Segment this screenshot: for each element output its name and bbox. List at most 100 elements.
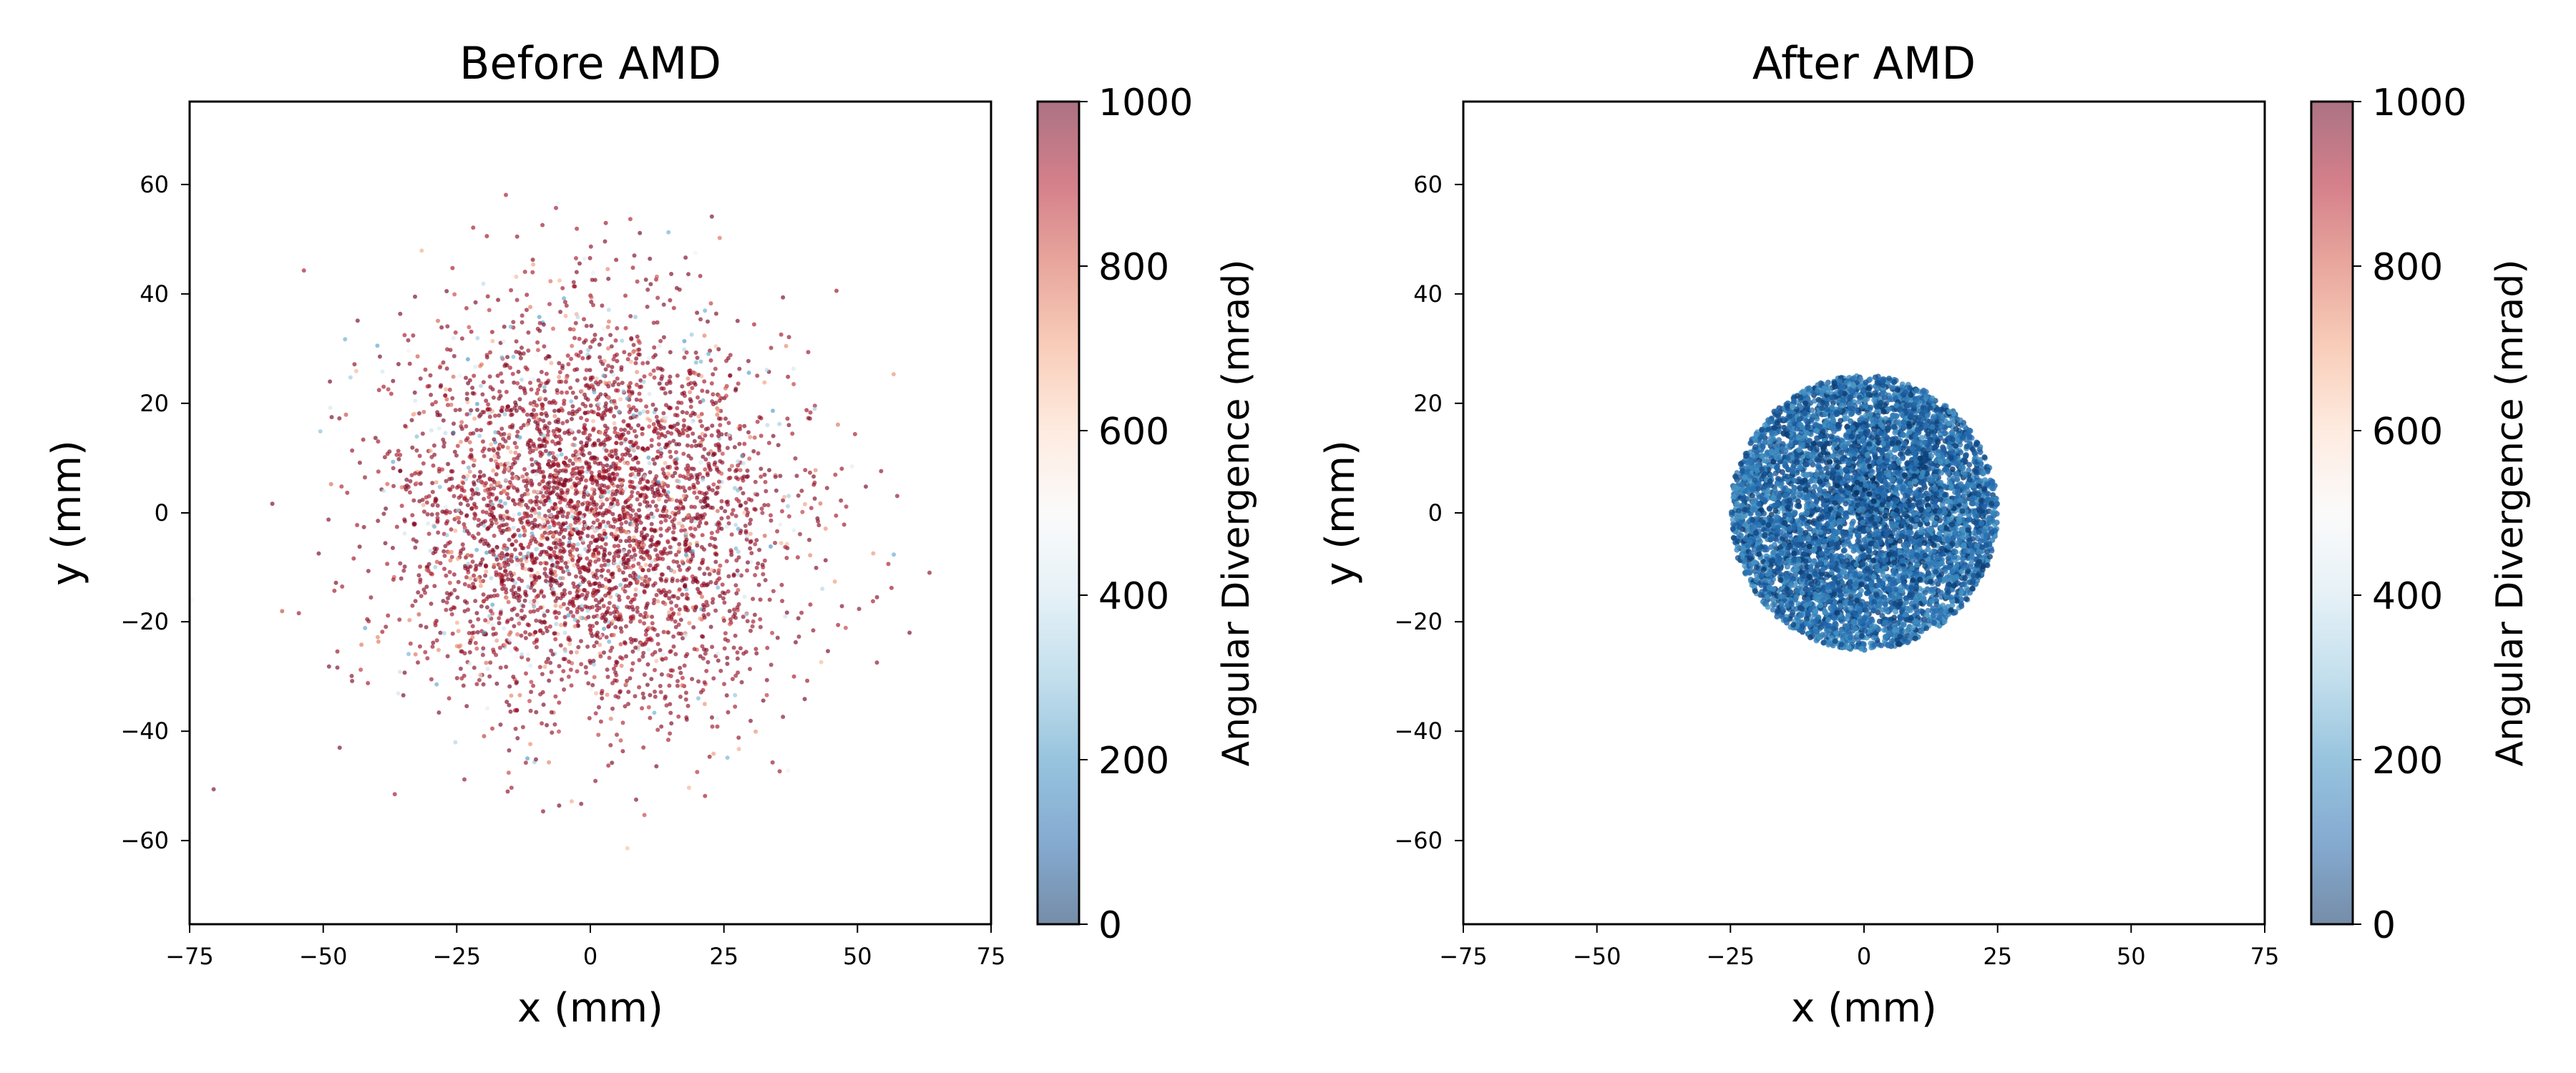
- scatter-point: [752, 506, 757, 511]
- scatter-point: [834, 288, 839, 293]
- scatter-point: [497, 621, 502, 626]
- scatter-point: [487, 308, 492, 313]
- scatter-point: [637, 508, 641, 513]
- scatter-point: [784, 556, 789, 560]
- scatter-point: [528, 663, 533, 668]
- scatter-point: [493, 459, 498, 464]
- scatter-point: [509, 554, 514, 559]
- scatter-point: [620, 507, 625, 512]
- scatter-point: [548, 583, 553, 588]
- scatter-point: [803, 501, 807, 506]
- scatter-point: [450, 631, 455, 636]
- scatter-point: [640, 654, 645, 659]
- scatter-point: [627, 549, 632, 554]
- scatter-point: [769, 518, 774, 523]
- scatter-point: [651, 422, 656, 426]
- scatter-point: [543, 397, 548, 402]
- scatter-point: [751, 597, 756, 602]
- scatter-point: [553, 472, 558, 477]
- scatter-point: [653, 667, 657, 672]
- scatter-point: [687, 566, 691, 571]
- scatter-point: [733, 469, 738, 474]
- scatter-point: [677, 587, 682, 592]
- scatter-point: [609, 449, 614, 454]
- scatter-point: [535, 571, 540, 576]
- scatter-point: [698, 273, 703, 278]
- scatter-point: [507, 424, 512, 429]
- scatter-point: [605, 497, 610, 502]
- scatter-point: [738, 504, 743, 509]
- scatter-point: [754, 538, 759, 543]
- scatter-point: [519, 520, 524, 525]
- scatter-point: [606, 520, 610, 525]
- scatter-point: [418, 376, 423, 381]
- scatter-point: [600, 494, 605, 499]
- scatter-point: [660, 485, 665, 490]
- scatter-point: [700, 388, 705, 393]
- scatter-point: [483, 618, 488, 623]
- scatter-point: [603, 429, 608, 433]
- scatter-point: [638, 480, 643, 485]
- scatter-point: [607, 472, 612, 477]
- scatter-point: [726, 433, 731, 437]
- scatter-point: [647, 461, 652, 466]
- scatter-point: [592, 509, 596, 514]
- scatter-point: [716, 428, 721, 433]
- scatter-point: [625, 504, 630, 509]
- scatter-point: [544, 490, 549, 495]
- scatter-point: [445, 403, 450, 408]
- scatter-point: [487, 512, 492, 517]
- scatter-point: [491, 395, 496, 400]
- scatter-point: [473, 640, 478, 645]
- scatter-point: [603, 577, 608, 582]
- scatter-point: [572, 284, 577, 289]
- scatter-point: [542, 388, 547, 393]
- scatter-point: [718, 459, 723, 464]
- scatter-point: [692, 490, 697, 495]
- scatter-point: [800, 509, 805, 514]
- scatter-point: [514, 647, 519, 652]
- scatter-point: [384, 506, 389, 511]
- scatter-point: [326, 664, 331, 669]
- scatter-point: [519, 579, 525, 583]
- scatter-point: [646, 506, 651, 511]
- scatter-point: [489, 521, 494, 526]
- scatter-point: [467, 661, 472, 666]
- scatter-point: [686, 546, 691, 551]
- scatter-point: [722, 591, 727, 596]
- scatter-point: [595, 634, 600, 639]
- scatter-point: [685, 428, 689, 433]
- scatter-point: [695, 770, 700, 775]
- scatter-point: [485, 526, 490, 531]
- scatter-point: [613, 694, 618, 699]
- scatter-point: [520, 474, 525, 479]
- scatter-point: [596, 438, 601, 443]
- scatter-point: [666, 630, 670, 635]
- scatter-point: [665, 539, 670, 544]
- scatter-point: [487, 674, 492, 679]
- scatter-point: [621, 388, 626, 393]
- scatter-point: [526, 584, 531, 589]
- scatter-point: [366, 569, 371, 574]
- scatter-point: [529, 555, 534, 559]
- scatter-point: [494, 557, 499, 562]
- scatter-point: [558, 604, 563, 609]
- scatter-point: [418, 481, 423, 486]
- scatter-point: [428, 549, 433, 553]
- scatter-point: [693, 371, 698, 376]
- scatter-point: [488, 385, 493, 390]
- scatter-point: [534, 446, 539, 451]
- scatter-point: [664, 514, 669, 519]
- scatter-point: [465, 357, 470, 362]
- scatter-point: [498, 722, 503, 727]
- scatter-point: [444, 573, 449, 578]
- scatter-point: [534, 618, 539, 623]
- scatter-point: [491, 468, 496, 473]
- scatter-point: [601, 467, 606, 472]
- scatter-point: [472, 416, 477, 421]
- y-tick-label: 60: [140, 171, 169, 198]
- scatter-point: [745, 534, 750, 539]
- scatter-point: [706, 566, 710, 571]
- scatter-point: [418, 564, 422, 569]
- scatter-point: [686, 433, 691, 438]
